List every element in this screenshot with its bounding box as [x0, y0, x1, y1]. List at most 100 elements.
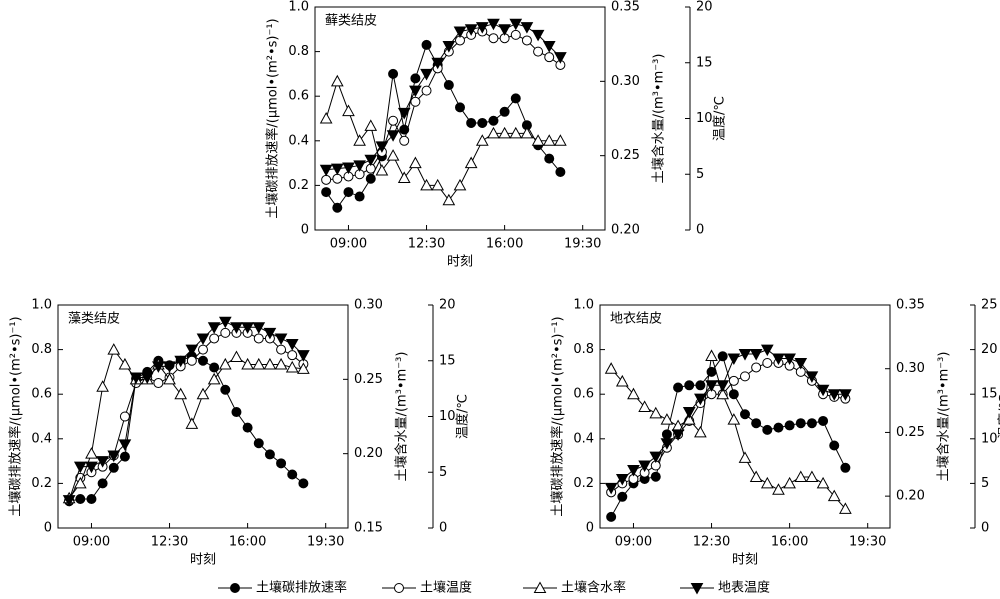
marker: [466, 117, 477, 128]
marker: [321, 187, 332, 198]
marker: [410, 73, 421, 84]
marker: [231, 407, 242, 418]
marker: [464, 156, 478, 169]
marker: [252, 322, 266, 334]
x-tick-label: 19:30: [307, 535, 344, 550]
marker: [354, 191, 365, 202]
y2-tick-label: 0.35: [896, 298, 925, 313]
marker: [319, 111, 333, 124]
marker: [615, 374, 629, 387]
y3-tick-label: 15: [981, 387, 998, 402]
marker: [716, 380, 730, 392]
marker: [62, 495, 76, 507]
marker: [174, 355, 188, 368]
marker: [276, 344, 287, 355]
marker: [772, 353, 785, 366]
marker: [263, 327, 277, 340]
marker: [75, 494, 86, 505]
y-tick-label: 0.6: [31, 387, 52, 402]
marker: [276, 458, 287, 469]
marker: [738, 349, 752, 361]
marker: [816, 384, 830, 397]
y2-tick-label: 0.20: [611, 223, 640, 238]
marker: [410, 96, 421, 107]
marker: [455, 102, 465, 113]
marker: [499, 106, 510, 117]
marker: [783, 353, 796, 366]
marker: [119, 411, 130, 422]
marker: [420, 178, 433, 191]
y-tick-label: 0.6: [573, 387, 594, 402]
marker: [353, 160, 366, 172]
series-line: [326, 23, 561, 171]
marker: [375, 141, 389, 153]
marker: [186, 355, 197, 366]
x-tick-label: 16:00: [486, 237, 523, 252]
marker: [604, 362, 618, 374]
marker: [343, 187, 354, 198]
marker: [185, 417, 199, 429]
marker: [617, 491, 628, 502]
marker: [442, 193, 456, 206]
series-line: [325, 43, 561, 209]
marker: [649, 406, 663, 419]
marker: [510, 93, 521, 104]
marker: [542, 134, 556, 146]
y2-tick-label: 0.25: [354, 372, 383, 387]
marker: [209, 333, 220, 344]
marker: [717, 351, 728, 362]
marker: [397, 171, 411, 183]
legend-label: 土壤碳排放速率: [256, 580, 347, 596]
marker: [330, 163, 344, 176]
marker: [397, 107, 411, 120]
marker: [705, 349, 718, 361]
series-line: [610, 355, 846, 510]
y-tick-label: 0.2: [288, 178, 309, 193]
marker: [772, 483, 785, 495]
marker: [684, 380, 695, 391]
y-tick-label: 1.0: [288, 0, 309, 15]
marker: [794, 357, 808, 370]
marker: [73, 476, 87, 489]
plot-frame: [57, 304, 349, 529]
marker: [218, 357, 232, 370]
y2-tick-label: 0.30: [896, 361, 925, 376]
marker: [660, 438, 674, 450]
x-axis-label: 时刻: [447, 255, 473, 270]
marker: [140, 372, 154, 385]
marker: [816, 476, 830, 489]
marker: [818, 415, 829, 426]
marker: [332, 202, 343, 213]
marker: [185, 344, 199, 357]
marker: [542, 41, 556, 53]
legend-marker: [690, 583, 704, 595]
y-axis-label: 土壤碳排放速率/(μmol•(m²•s)⁻¹): [265, 18, 281, 218]
marker: [442, 41, 456, 53]
marker: [285, 360, 299, 373]
marker: [544, 153, 555, 164]
y3-axis-label: 温度/℃: [997, 394, 1000, 439]
y3-tick-label: 20: [696, 0, 713, 15]
marker: [353, 134, 366, 146]
marker: [627, 465, 640, 477]
y-tick-label: 0.6: [288, 89, 309, 104]
marker: [762, 424, 773, 435]
marker: [108, 462, 119, 473]
y-tick-label: 0: [44, 521, 52, 536]
x-axis-label: 时刻: [732, 553, 758, 568]
marker: [207, 322, 221, 334]
marker: [555, 167, 566, 178]
legend-label: 地表温度: [718, 580, 770, 596]
marker: [196, 387, 210, 400]
marker: [533, 46, 544, 57]
legend-marker: [230, 583, 240, 593]
marker: [477, 117, 488, 128]
marker: [520, 22, 534, 34]
marker: [253, 333, 264, 344]
marker: [230, 322, 243, 334]
y2-tick-label: 0.25: [896, 425, 925, 440]
chart-title: 藓类结皮: [325, 14, 377, 29]
marker: [107, 343, 121, 355]
y-tick-label: 0.4: [288, 133, 309, 148]
marker: [242, 422, 253, 433]
